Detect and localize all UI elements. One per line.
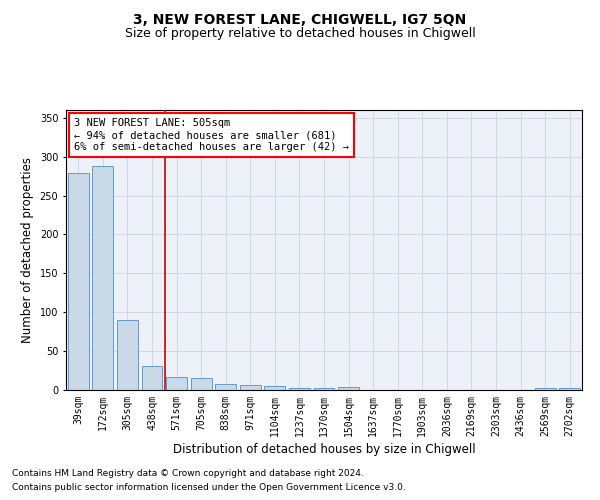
X-axis label: Distribution of detached houses by size in Chigwell: Distribution of detached houses by size … — [173, 443, 475, 456]
Text: 3, NEW FOREST LANE, CHIGWELL, IG7 5QN: 3, NEW FOREST LANE, CHIGWELL, IG7 5QN — [133, 12, 467, 26]
Bar — [166, 377, 187, 390]
Bar — [289, 388, 310, 390]
Text: Contains HM Land Registry data © Crown copyright and database right 2024.: Contains HM Land Registry data © Crown c… — [12, 468, 364, 477]
Bar — [215, 384, 236, 390]
Bar — [191, 378, 212, 390]
Bar — [142, 366, 163, 390]
Bar — [314, 388, 334, 390]
Bar — [240, 384, 261, 390]
Text: Size of property relative to detached houses in Chigwell: Size of property relative to detached ho… — [125, 28, 475, 40]
Bar — [92, 166, 113, 390]
Bar — [535, 388, 556, 390]
Bar — [559, 388, 580, 390]
Bar — [338, 387, 359, 390]
Bar — [68, 173, 89, 390]
Text: 3 NEW FOREST LANE: 505sqm
← 94% of detached houses are smaller (681)
6% of semi-: 3 NEW FOREST LANE: 505sqm ← 94% of detac… — [74, 118, 349, 152]
Text: Contains public sector information licensed under the Open Government Licence v3: Contains public sector information licen… — [12, 484, 406, 492]
Bar — [117, 320, 138, 390]
Bar — [265, 386, 286, 390]
Y-axis label: Number of detached properties: Number of detached properties — [21, 157, 34, 343]
